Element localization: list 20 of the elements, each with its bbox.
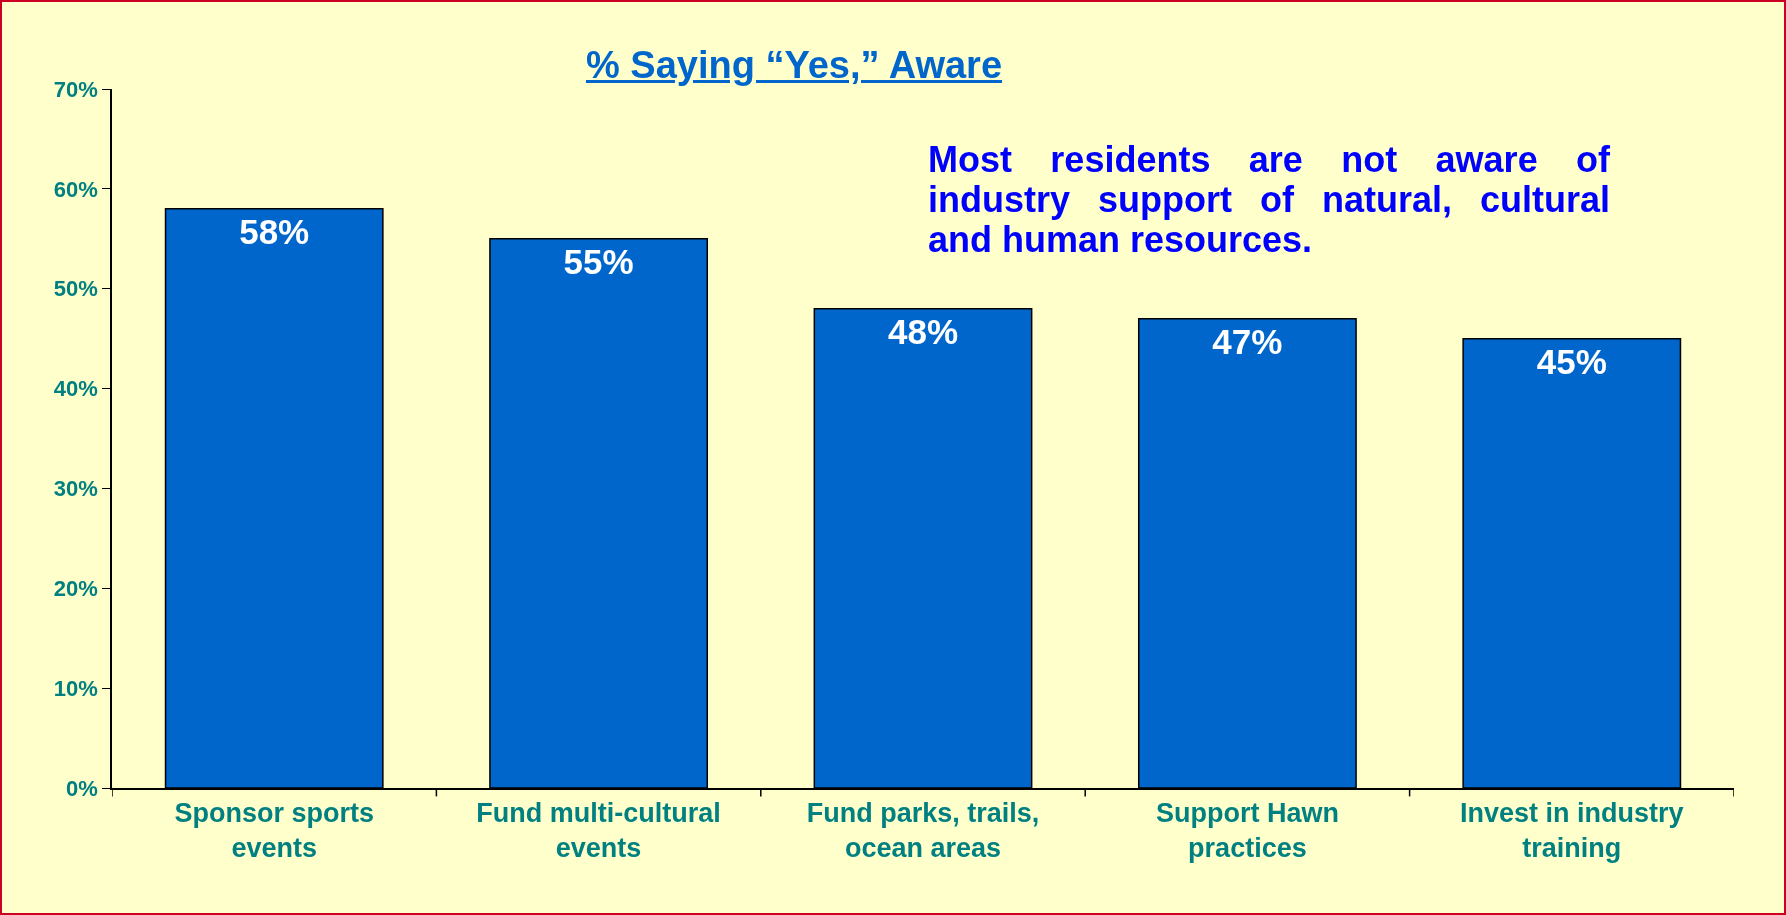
x-tick-label: Fund multi-cultural events (476, 798, 721, 864)
data-label: 45% (1536, 341, 1607, 381)
x-tick-label: Support Hawn practices (1155, 798, 1339, 864)
data-label: 55% (563, 241, 634, 281)
x-tick-label: Invest in industry training (1460, 798, 1684, 864)
y-tick-label: 20% (53, 575, 98, 601)
y-tick-label: 0% (66, 775, 98, 801)
y-tick-label: 70% (53, 76, 98, 102)
y-tick-label: 30% (53, 476, 98, 502)
data-label: 47% (1212, 321, 1283, 361)
chart-title: % Saying “Yes,” Aware (585, 44, 1003, 87)
data-label: 58% (239, 211, 310, 251)
y-tick-label: 40% (53, 376, 98, 402)
x-tick-label: Fund parks, trails, ocean areas (806, 798, 1040, 864)
y-tick-label: 10% (53, 675, 98, 701)
x-tick-label: Sponsor sports events (174, 798, 374, 864)
data-label: 48% (887, 311, 959, 351)
annotation: Most residents are not aware of industry support of natural, cultural and human resources. (928, 139, 1610, 260)
y-tick-label: 50% (53, 276, 98, 302)
y-tick-label: 60% (53, 176, 98, 202)
